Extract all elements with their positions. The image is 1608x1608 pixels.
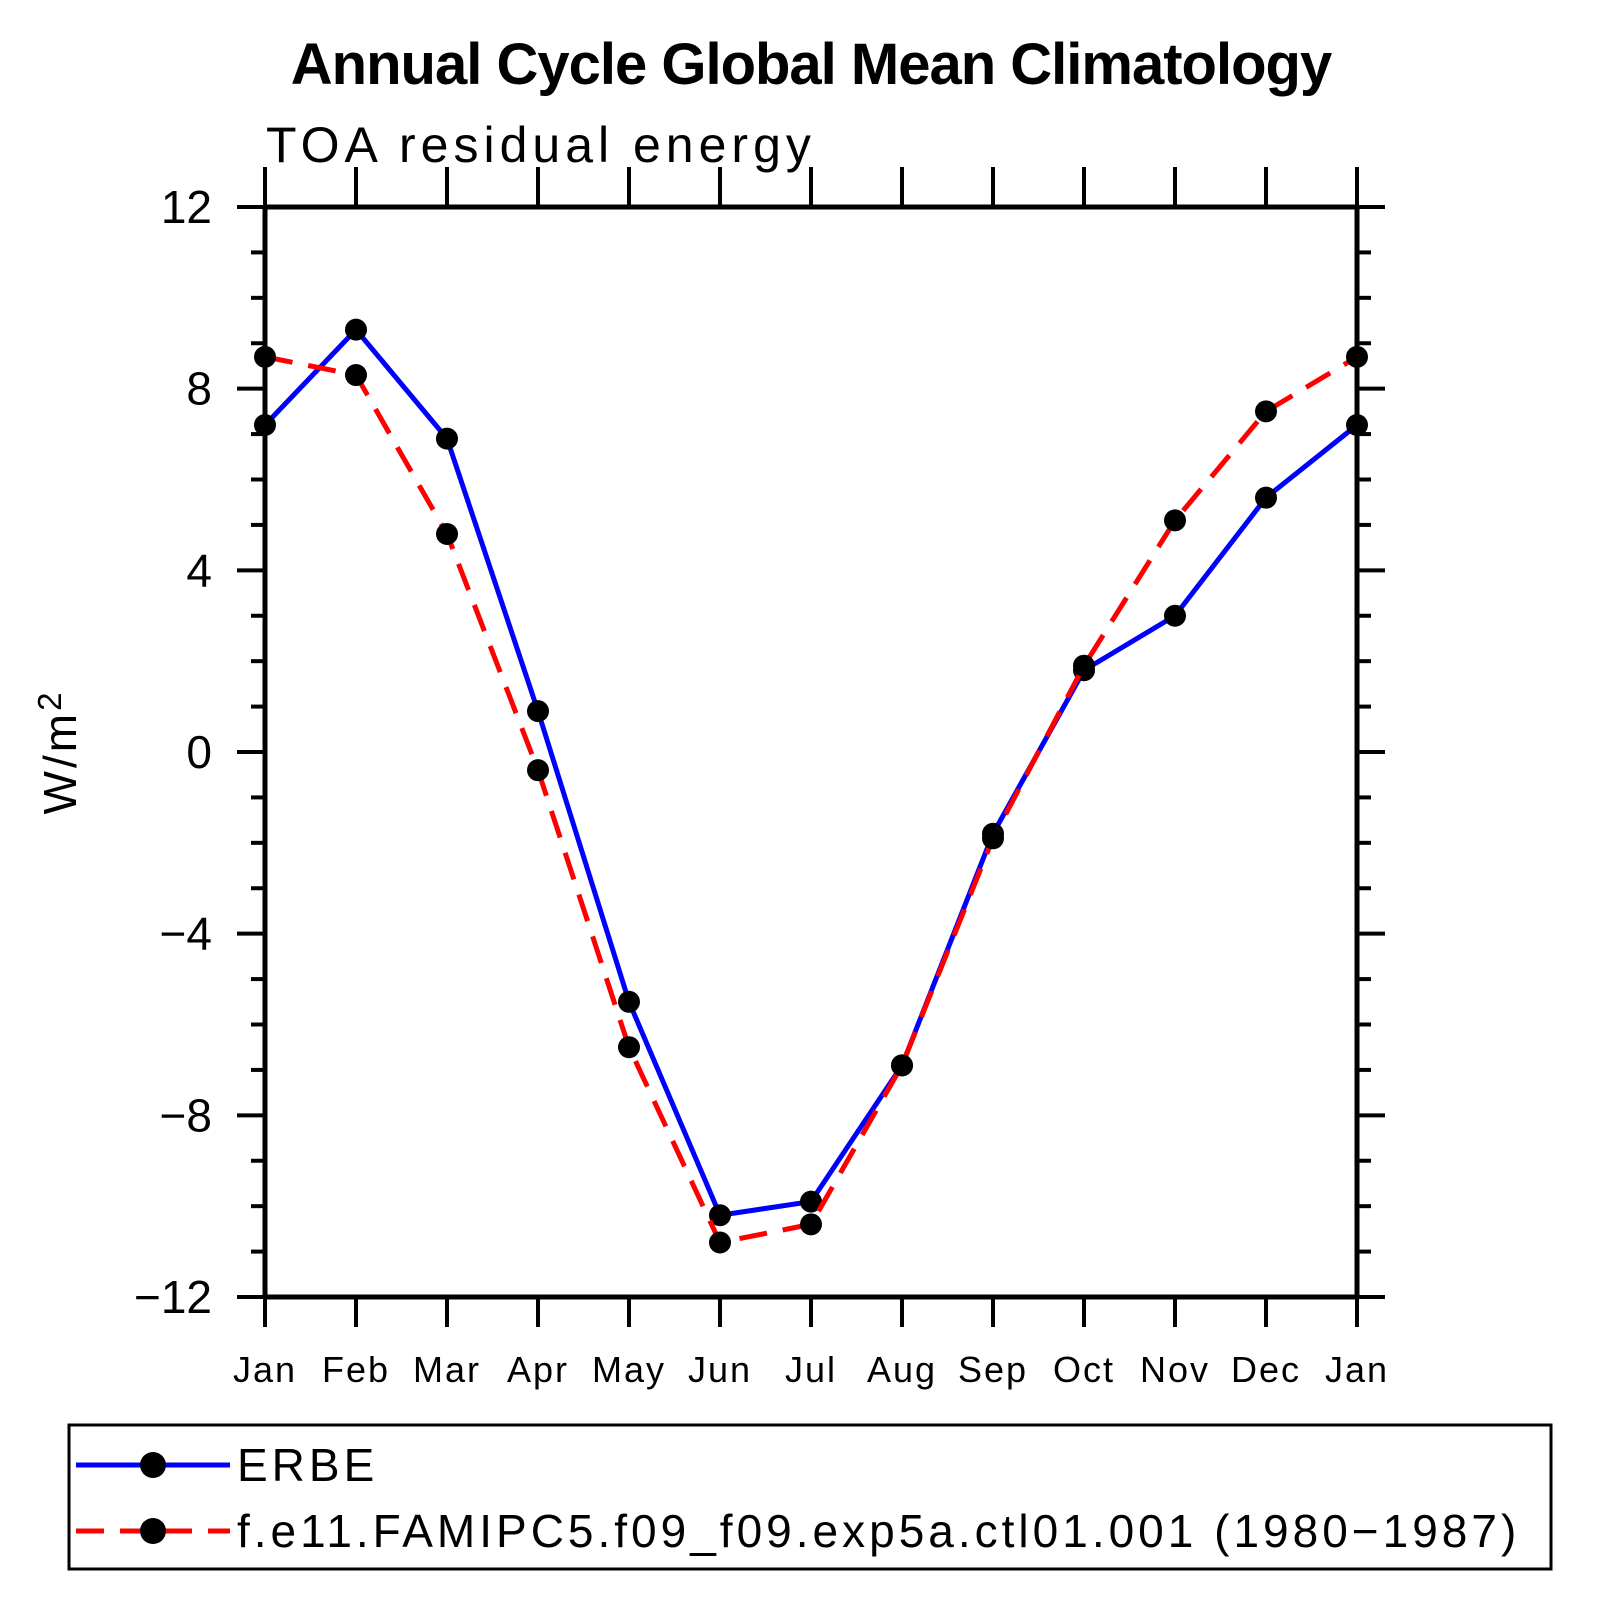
y-tick-label: −12 <box>134 1271 212 1323</box>
data-point-marker <box>527 700 549 723</box>
x-tick-label: Jun <box>688 1349 752 1390</box>
y-tick-label: 12 <box>161 181 212 233</box>
data-point-marker <box>436 523 458 545</box>
data-point-marker <box>527 759 549 782</box>
plot-series <box>254 318 1368 1254</box>
x-tick-label: May <box>592 1349 666 1390</box>
data-point-marker <box>891 1054 913 1077</box>
legend-label-erbe: ERBE <box>237 1439 378 1491</box>
x-tick-label: Oct <box>1053 1349 1115 1390</box>
chart-subtitle: TOA residual energy <box>266 117 816 173</box>
data-point-marker <box>709 1231 731 1254</box>
x-tick-label: Jan <box>233 1349 297 1390</box>
data-point-marker <box>1346 414 1368 436</box>
y-axis-title-text: W/m <box>34 711 86 815</box>
y-tick-label: 4 <box>186 544 212 596</box>
data-point-marker <box>1346 345 1368 368</box>
x-tick-label: Jul <box>785 1349 837 1390</box>
data-point-marker <box>254 414 276 436</box>
y-tick-label: 0 <box>186 726 212 778</box>
data-point-marker <box>436 427 458 450</box>
legend: ERBE f.e11.FAMIPC5.f09_f09.exp5a.ctl01.0… <box>67 1423 1553 1571</box>
x-tick-label: Sep <box>958 1349 1028 1390</box>
x-tick-label: Apr <box>507 1349 569 1390</box>
x-tick-label: Mar <box>413 1349 481 1390</box>
data-point-marker <box>800 1190 822 1213</box>
data-point-marker <box>1164 604 1186 627</box>
y-tick-label: −8 <box>160 1089 212 1141</box>
data-point-marker <box>1255 486 1277 509</box>
data-point-marker <box>1255 400 1277 423</box>
x-tick-label: Aug <box>867 1349 937 1390</box>
y-axis-title-superscript: 2 <box>31 690 68 711</box>
data-point-marker <box>709 1204 731 1227</box>
data-point-marker <box>1073 654 1095 677</box>
data-point-marker <box>1164 509 1186 532</box>
legend-box <box>67 1423 1553 1571</box>
data-point-marker <box>345 318 367 341</box>
x-tick-label: Nov <box>1140 1349 1210 1390</box>
data-point-marker <box>982 827 1004 850</box>
x-tick-label: Dec <box>1231 1349 1301 1390</box>
y-axis-title: W/m2 <box>31 690 86 815</box>
chart-title: Annual Cycle Global Mean Climatology <box>291 32 1332 97</box>
data-point-marker <box>254 345 276 368</box>
data-point-marker <box>345 364 367 387</box>
axes: 12 8 4 0 −4 −8 −12 Jan Feb Mar Apr May Jun Jul Aug Sep O… <box>134 167 1389 1390</box>
x-tick-label: Jan <box>1325 1349 1389 1390</box>
y-tick-label: 8 <box>186 363 212 415</box>
y-tick-label: −4 <box>160 908 212 960</box>
data-point-marker <box>618 1036 640 1059</box>
x-tick-label: Feb <box>322 1349 390 1390</box>
legend-label-model: f.e11.FAMIPC5.f09_f09.exp5a.ctl01.001 (1… <box>237 1505 1520 1557</box>
legend-sample-marker <box>140 1518 166 1544</box>
data-point-marker <box>800 1213 822 1236</box>
legend-sample-marker <box>140 1452 166 1478</box>
data-point-marker <box>618 990 640 1013</box>
legend-samples <box>76 1452 230 1544</box>
